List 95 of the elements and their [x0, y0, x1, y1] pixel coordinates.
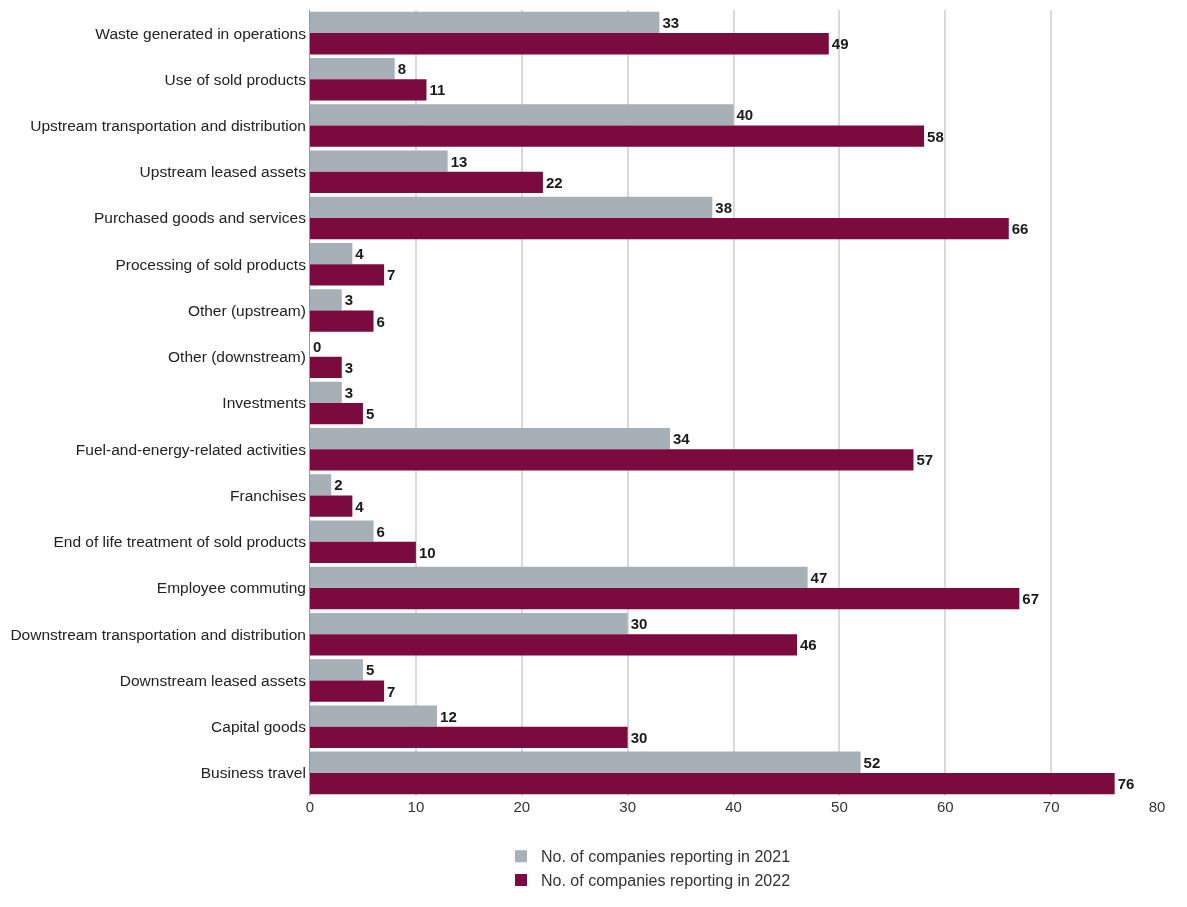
- data-label: 12: [440, 707, 457, 725]
- data-label: 4: [355, 245, 365, 263]
- x-tick-label: 60: [936, 798, 954, 815]
- bar: [310, 104, 734, 126]
- bar: [310, 566, 808, 588]
- bar: [310, 495, 353, 517]
- bar: [310, 381, 342, 403]
- data-label: 6: [376, 522, 385, 540]
- data-label: 52: [863, 753, 881, 771]
- y-tick-label: Employee commuting: [156, 579, 306, 597]
- data-label: 8: [397, 60, 407, 78]
- x-tick-label: 80: [1148, 798, 1166, 815]
- bar: [310, 587, 1020, 610]
- data-label: 3: [344, 383, 354, 401]
- x-tick-label: 50: [831, 798, 848, 815]
- bar: [310, 79, 427, 101]
- data-label: 13: [450, 152, 468, 170]
- bar: [310, 196, 713, 219]
- data-label: 10: [418, 543, 436, 561]
- bar: [310, 171, 543, 194]
- bar: [310, 449, 914, 471]
- data-label: 2: [334, 476, 343, 494]
- y-tick-label: Business travel: [200, 764, 306, 782]
- bar: [310, 356, 342, 379]
- data-label: 5: [365, 405, 375, 423]
- data-label: 49: [831, 35, 849, 53]
- bar: [310, 772, 1115, 795]
- data-label: 6: [376, 312, 385, 330]
- data-label: 30: [630, 615, 648, 633]
- x-tick-label: 20: [513, 798, 531, 815]
- data-label: 3: [344, 291, 354, 309]
- bar: [310, 58, 395, 80]
- y-tick-label: End of life treatment of sold products: [53, 533, 307, 551]
- y-tick-label: Investments: [222, 394, 307, 412]
- legend-label: No. of companies reporting in 2021: [541, 848, 791, 866]
- y-tick-label: Capital goods: [211, 718, 307, 736]
- bar: [310, 310, 374, 332]
- data-label: 66: [1011, 220, 1029, 238]
- x-tick-label: 70: [1042, 798, 1060, 815]
- bar: [310, 150, 448, 172]
- y-tick-label: Processing of sold products: [115, 255, 307, 273]
- bar: [310, 726, 628, 748]
- data-label: 5: [365, 661, 375, 679]
- bar: [310, 403, 363, 425]
- data-label: 58: [927, 127, 944, 145]
- data-label: 4: [355, 497, 365, 515]
- data-label: 33: [662, 13, 680, 31]
- bar: [310, 659, 363, 681]
- data-label: 38: [715, 198, 733, 216]
- bar: [310, 289, 342, 311]
- data-label: 3: [344, 358, 354, 376]
- data-label: 30: [630, 728, 648, 746]
- y-tick-label: Franchises: [230, 486, 307, 504]
- data-label: 46: [800, 636, 817, 654]
- x-tick-label: 40: [725, 798, 742, 815]
- bar: [310, 125, 925, 147]
- data-label: 47: [810, 568, 828, 586]
- bar: [310, 218, 1009, 240]
- bar: [310, 751, 861, 773]
- data-label: 22: [545, 173, 563, 191]
- x-tick-label: 30: [619, 798, 636, 815]
- bar: [310, 541, 416, 563]
- bar: [310, 705, 438, 727]
- y-tick-label: Fuel-and-energy-related activities: [75, 440, 307, 458]
- bar: [310, 264, 385, 286]
- y-tick-label: Other (upstream): [187, 301, 306, 319]
- bar: [310, 520, 374, 542]
- data-label: 67: [1022, 590, 1040, 608]
- data-label: 7: [387, 266, 396, 284]
- y-tick-label: Purchased goods and services: [93, 209, 307, 227]
- data-label: 7: [387, 682, 396, 700]
- y-tick-label: Upstream transportation and distribution: [30, 117, 306, 135]
- y-tick-label: Downstream transportation and distribution: [10, 625, 306, 643]
- data-label: 11: [429, 81, 446, 99]
- y-tick-label: Use of sold products: [164, 70, 307, 88]
- legend-label: No. of companies reporting in 2022: [541, 872, 791, 890]
- data-label: 76: [1117, 775, 1135, 793]
- y-tick-label: Upstream leased assets: [139, 163, 307, 181]
- x-tick-label: 10: [407, 798, 425, 815]
- data-label: 40: [736, 106, 754, 124]
- bar: [310, 680, 385, 702]
- bar: [310, 11, 660, 34]
- x-tick-label: 0: [305, 798, 315, 815]
- data-label: 34: [672, 430, 691, 448]
- bar: [310, 612, 628, 635]
- data-label: 0: [313, 337, 322, 355]
- bar: [310, 474, 332, 496]
- y-tick-label: Waste generated in operations: [95, 24, 307, 42]
- bar: [310, 33, 829, 55]
- bar: [310, 243, 353, 265]
- y-tick-label: Other (downstream): [168, 348, 306, 366]
- bar: [310, 634, 798, 656]
- bar: [310, 427, 670, 450]
- y-tick-label: Downstream leased assets: [119, 671, 307, 689]
- data-label: 57: [916, 451, 934, 469]
